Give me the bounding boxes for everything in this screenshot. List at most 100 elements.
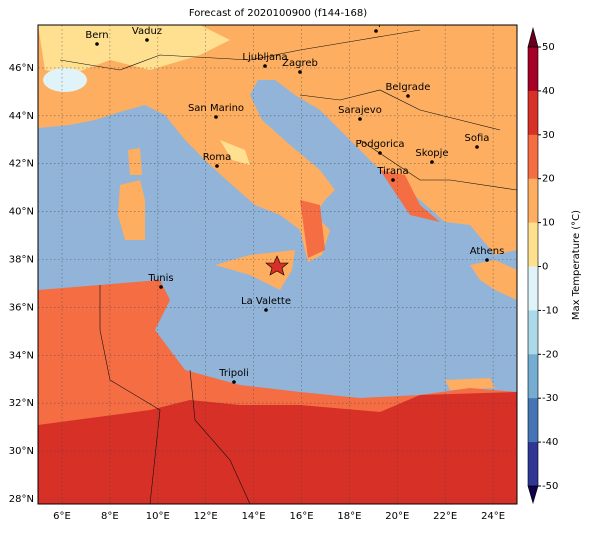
city-dot bbox=[475, 145, 479, 149]
colorbar-tick-label: -20 bbox=[542, 349, 558, 360]
colorbar-segment bbox=[528, 47, 538, 92]
colorbar-tick-label: -40 bbox=[542, 437, 558, 448]
city-dot bbox=[232, 380, 236, 384]
border bbox=[189, 369, 251, 504]
hot-patch bbox=[300, 200, 325, 258]
city-label: Sofia bbox=[465, 133, 490, 144]
x-tick-label: 22°E bbox=[433, 511, 457, 522]
city-dot bbox=[378, 151, 382, 155]
city-dot bbox=[358, 117, 362, 121]
colorbar-tick-label: 0 bbox=[542, 262, 548, 273]
colorbar-segment bbox=[528, 178, 538, 224]
x-tick-label: 8°E bbox=[101, 511, 119, 522]
city-dot bbox=[298, 70, 302, 74]
x-tick-label: 6°E bbox=[53, 511, 71, 522]
city-label: Tripoli bbox=[218, 368, 249, 379]
corsica bbox=[128, 148, 142, 175]
colorbar-segment bbox=[528, 134, 538, 180]
colorbar-tick-label: -50 bbox=[542, 481, 558, 492]
title: Forecast of 2020100900 (f144-168) bbox=[189, 8, 367, 19]
x-tick-label: 16°E bbox=[289, 511, 313, 522]
city-label: Bern bbox=[85, 30, 108, 41]
city-dot bbox=[215, 164, 219, 168]
colorbar-extend bbox=[527, 485, 539, 505]
sardinia bbox=[118, 180, 145, 240]
x-tick-label: 12°E bbox=[194, 511, 218, 522]
city-dot bbox=[263, 64, 267, 68]
cool-patch bbox=[43, 68, 87, 92]
y-tick-label: 36°N bbox=[9, 302, 34, 313]
peloponnese bbox=[470, 260, 517, 300]
colorbar-segment bbox=[528, 266, 538, 311]
x-tick-label: 18°E bbox=[337, 511, 361, 522]
x-tick-label: 14°E bbox=[242, 511, 266, 522]
y-tick-label: 34°N bbox=[9, 350, 34, 361]
city-label: Roma bbox=[203, 152, 232, 163]
city-dot bbox=[374, 29, 378, 33]
colorbar-segment bbox=[528, 442, 538, 487]
city-label: Ljubljana bbox=[242, 52, 287, 63]
hot-patch bbox=[380, 170, 440, 222]
colorbar-tick-label: 20 bbox=[542, 174, 555, 185]
x-tick-label: 20°E bbox=[385, 511, 409, 522]
colorbar-segment bbox=[528, 398, 538, 443]
border bbox=[299, 89, 501, 131]
city-dot bbox=[95, 42, 99, 46]
frame bbox=[37, 24, 518, 505]
warm-patch bbox=[38, 25, 230, 75]
colorbar: 50 40 30 20 10 0 -10 -20 -30 -40 -50 bbox=[527, 26, 558, 505]
colorbar-tick-label: 50 bbox=[542, 42, 555, 53]
city-label: La Valette bbox=[241, 296, 291, 307]
city-label: Skopje bbox=[415, 148, 448, 159]
forecast-point bbox=[265, 255, 289, 276]
y-tick-label: 40°N bbox=[9, 207, 34, 218]
crete bbox=[445, 378, 495, 390]
city-label: Vaduz bbox=[132, 26, 162, 37]
north-land bbox=[38, 25, 517, 262]
colorbar-tick-label: -30 bbox=[542, 393, 558, 404]
colorbar-segment bbox=[528, 222, 538, 267]
city-label: Zagreb bbox=[282, 58, 318, 69]
colorbar-extend bbox=[527, 26, 539, 48]
axes: 6°E 8°E 10°E 12°E 14°E 16°E 18°E 20°E 22°E 24°E 28… bbox=[9, 63, 505, 522]
city-label: Podgorica bbox=[355, 139, 404, 150]
city-label: Belgrade bbox=[386, 82, 431, 93]
city-label: Sarajevo bbox=[338, 105, 382, 116]
x-tick-label: 10°E bbox=[146, 511, 170, 522]
y-tick-label: 30°N bbox=[9, 446, 34, 457]
colorbar-tick-label: 40 bbox=[542, 86, 555, 97]
city-dot bbox=[485, 258, 489, 262]
colorbar-tick-label: -10 bbox=[542, 305, 558, 316]
city-label: San Marino bbox=[188, 103, 244, 114]
city-label: Tunis bbox=[147, 273, 173, 284]
city-dot bbox=[214, 115, 218, 119]
y-tick-label: 28°N bbox=[9, 494, 34, 505]
city-dot bbox=[406, 94, 410, 98]
border bbox=[99, 285, 161, 504]
city-dot bbox=[159, 285, 163, 289]
city-label: Tirana bbox=[376, 166, 408, 177]
colorbar-segment bbox=[528, 90, 538, 136]
city-dot bbox=[264, 308, 268, 312]
border bbox=[59, 29, 421, 71]
city-dot bbox=[430, 160, 434, 164]
colorbar-tick-label: 10 bbox=[542, 218, 555, 229]
city-dot bbox=[391, 178, 395, 182]
colorbar-segment bbox=[528, 310, 538, 355]
city-dot bbox=[145, 38, 149, 42]
hot-desert bbox=[38, 392, 517, 504]
y-tick-label: 44°N bbox=[9, 111, 34, 122]
colorbar-tick-label: 30 bbox=[542, 130, 555, 141]
y-tick-label: 32°N bbox=[9, 398, 34, 409]
y-tick-label: 46°N bbox=[9, 63, 34, 74]
city-label: Athens bbox=[470, 246, 505, 257]
x-tick-label: 24°E bbox=[481, 511, 505, 522]
y-tick-label: 38°N bbox=[9, 255, 34, 266]
colorbar-segment bbox=[528, 354, 538, 399]
colorbar-label: Max Temperature (°C) bbox=[571, 210, 582, 320]
y-tick-label: 42°N bbox=[9, 159, 34, 170]
warm-patch bbox=[220, 140, 250, 165]
